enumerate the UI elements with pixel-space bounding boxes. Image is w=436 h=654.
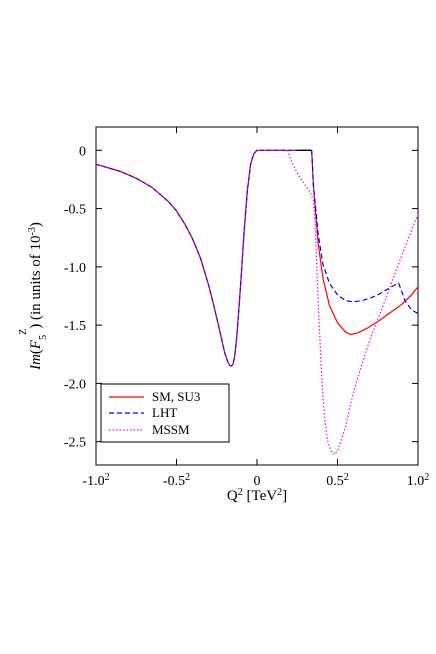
curve-common-sm <box>95 149 312 367</box>
x-tick-label-3: 0.52 <box>326 472 349 490</box>
x-tick-label-1: -0.52 <box>163 472 190 490</box>
x-tick-label-0: -1.02 <box>82 472 109 490</box>
y-tick-label-5: -2.5 <box>64 436 86 451</box>
x-axis: -1.02 -0.52 0 0.52 1.02 <box>82 127 429 489</box>
series-lht-line <box>311 150 419 315</box>
y-tick-label-4: -2.0 <box>64 377 86 392</box>
series-mssm-line <box>287 150 419 456</box>
legend-label-lht: LHT <box>152 405 177 420</box>
legend-label-sm-su3: SM, SU3 <box>152 389 200 404</box>
y-axis: 0 -0.5 -1.0 -1.5 -2.0 -2.5 <box>64 144 418 451</box>
legend-label-mssm: MSSM <box>152 422 190 437</box>
y-tick-label-2: -1.0 <box>64 261 86 276</box>
y-axis-title: Im(F5Z) (in units of 10-3) <box>18 222 49 371</box>
y-tick-label-0: 0 <box>79 144 86 159</box>
y-tick-label-1: -0.5 <box>64 203 86 218</box>
x-axis-title: Q2 [TeV2] <box>227 487 287 505</box>
curve-common-mssm <box>95 149 312 367</box>
legend-box <box>100 383 230 443</box>
x-tick-label-2: 0 <box>254 474 261 489</box>
x-tick-label-4: 1.02 <box>407 472 430 490</box>
series-sm-su3-line <box>311 150 419 336</box>
plot-marks <box>95 149 419 456</box>
legend: SM, SU3 LHT MSSM <box>100 383 230 443</box>
y-tick-label-3: -1.5 <box>64 319 86 334</box>
curve-common-lht <box>95 149 312 367</box>
